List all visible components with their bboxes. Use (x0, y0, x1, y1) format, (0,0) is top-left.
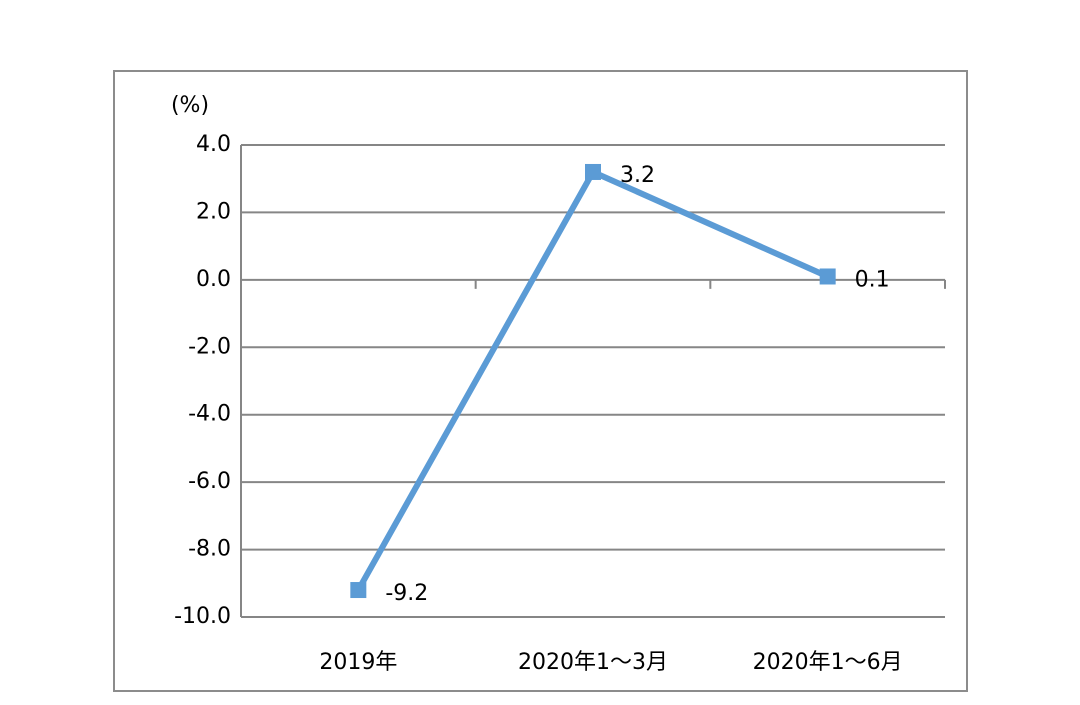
y-tick-label: 4.0 (196, 132, 231, 157)
y-tick-label: 0.0 (196, 267, 231, 292)
data-label: 3.2 (620, 163, 655, 188)
y-tick-label: -8.0 (188, 537, 231, 562)
marker (819, 268, 836, 285)
data-label: -9.2 (385, 581, 428, 606)
x-tick-label: 2020年1～6月 (753, 650, 903, 675)
y-tick-label: -10.0 (174, 604, 231, 629)
marker (585, 163, 601, 180)
y-tick-label: -4.0 (188, 402, 231, 427)
y-axis-label: (%) (171, 93, 209, 118)
y-tick-label: 2.0 (196, 199, 231, 224)
data-label: 0.1 (855, 267, 890, 292)
x-tick-label: 2020年1～3月 (518, 650, 668, 675)
marker (350, 582, 367, 599)
y-tick-label: -6.0 (188, 469, 231, 494)
chart-frame (113, 70, 968, 692)
y-tick-label: -2.0 (188, 334, 231, 359)
x-tick-label: 2019年 (319, 650, 397, 675)
